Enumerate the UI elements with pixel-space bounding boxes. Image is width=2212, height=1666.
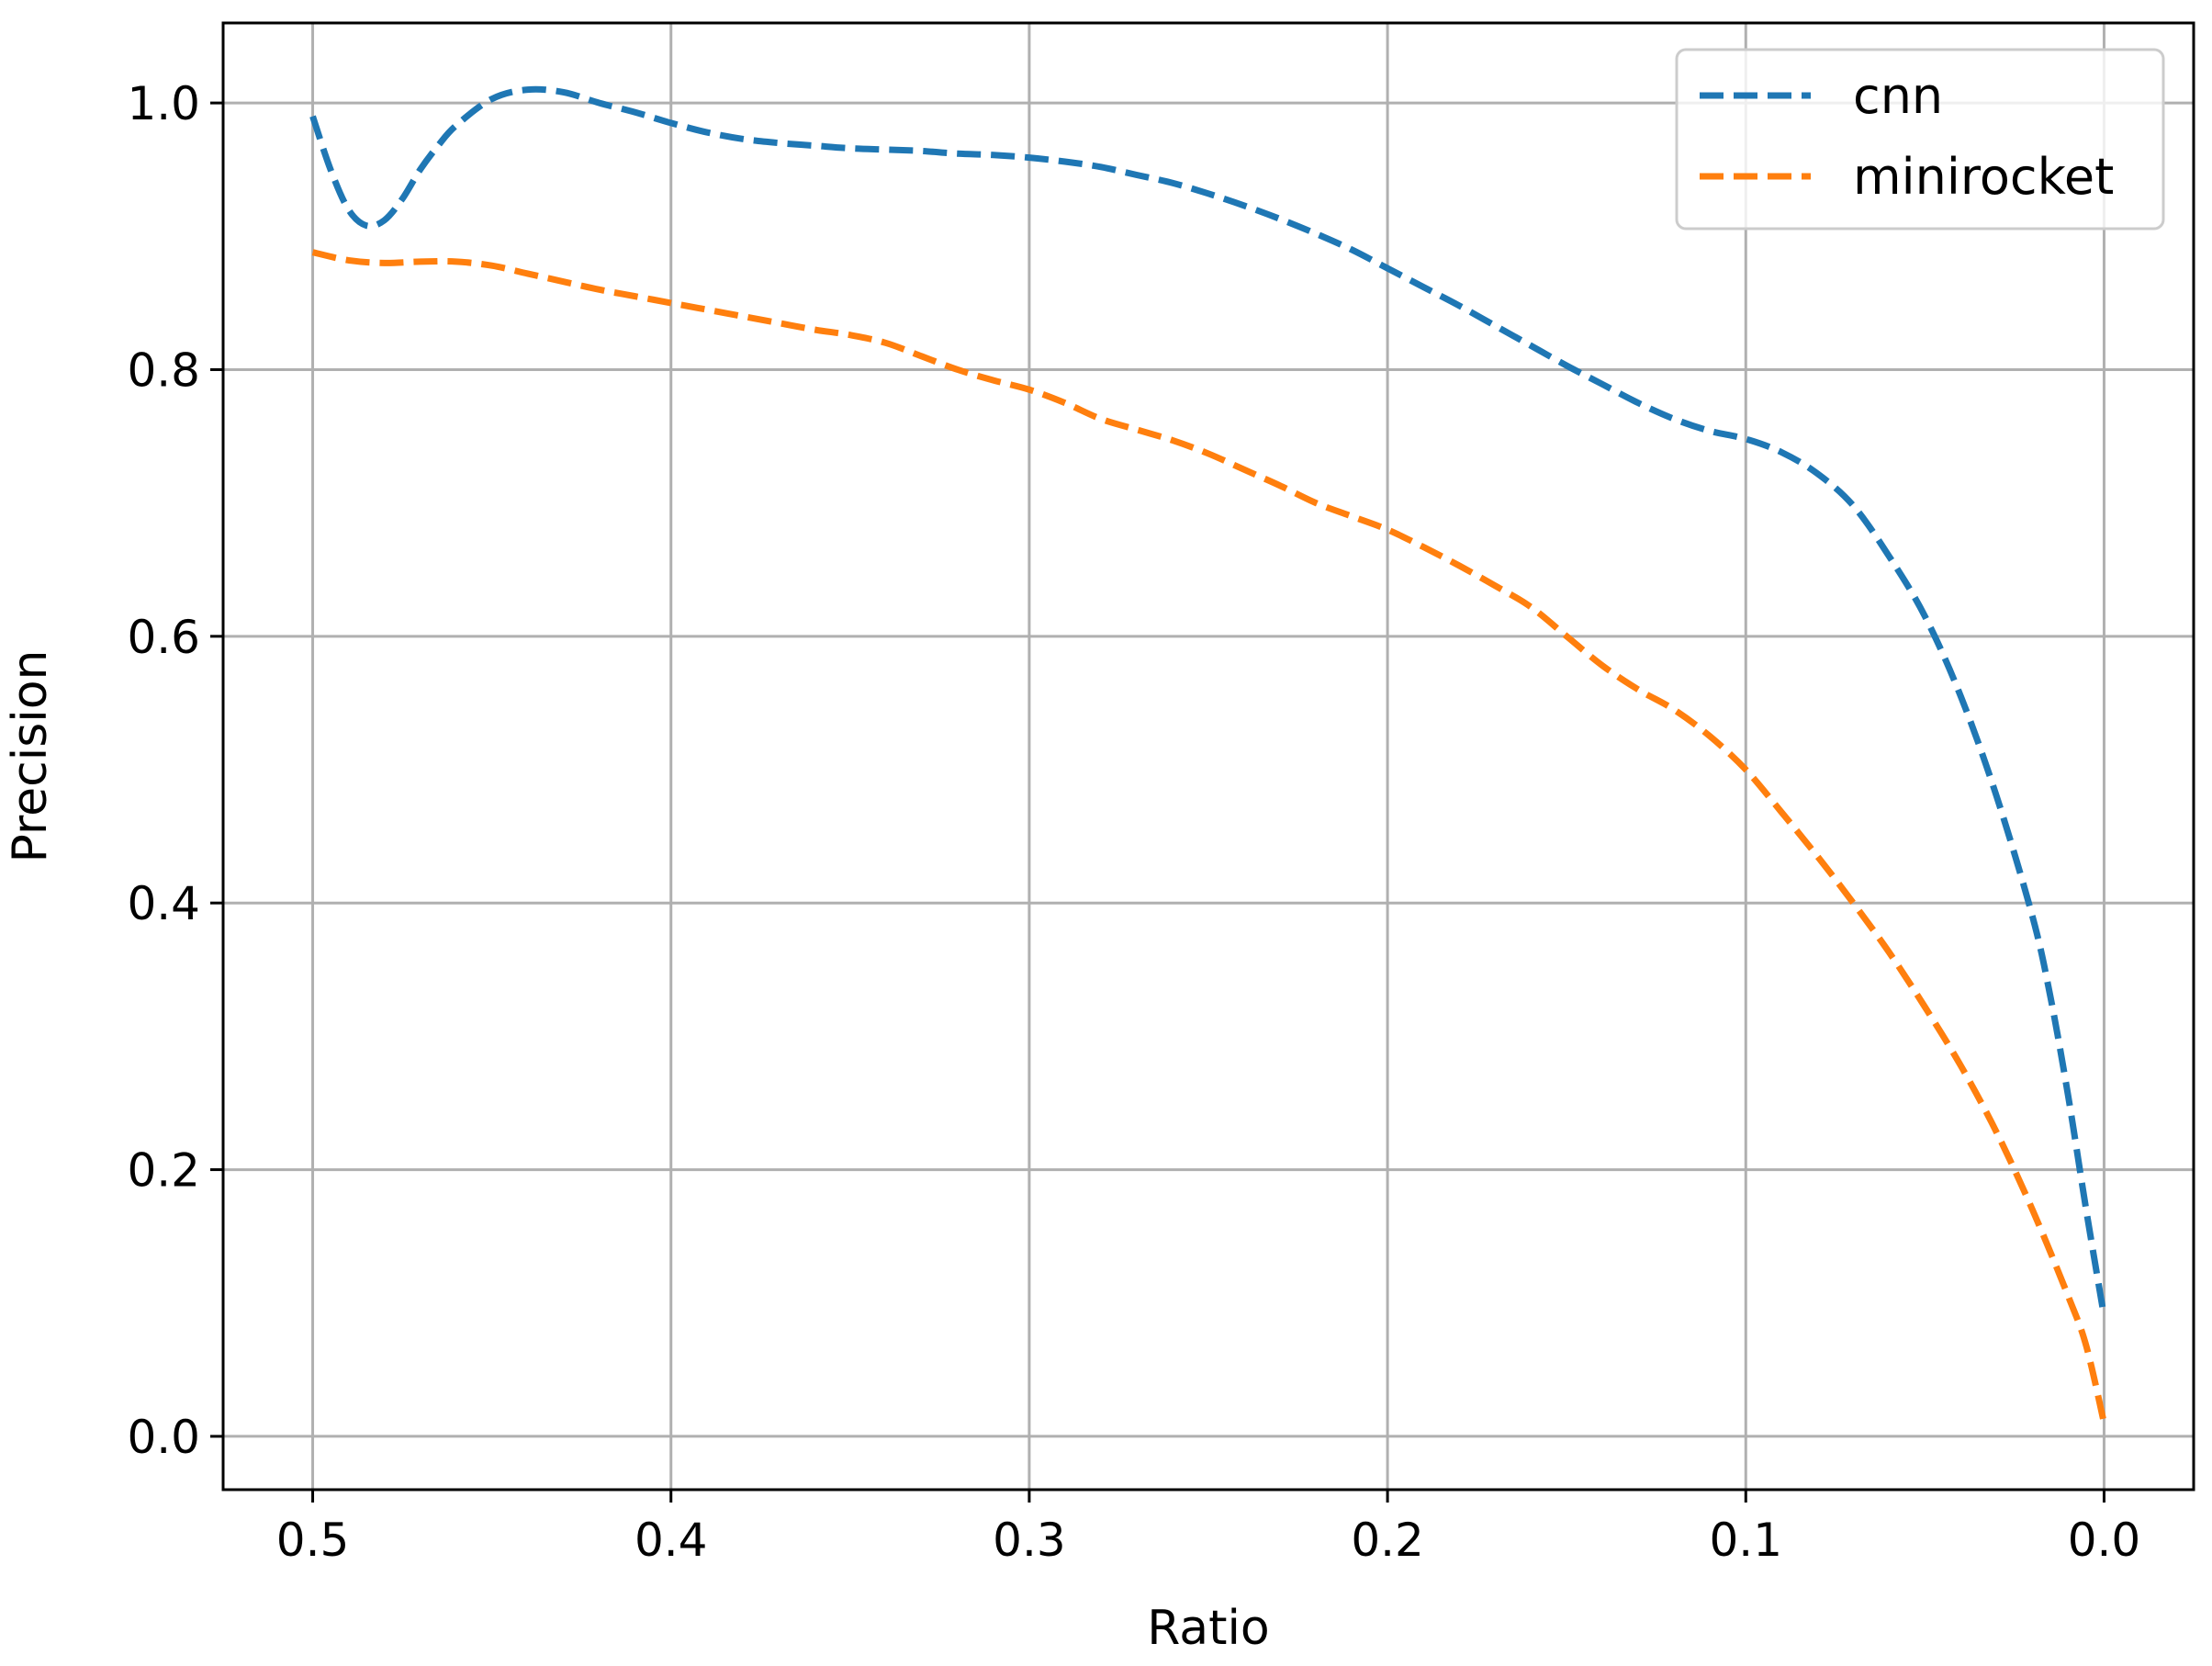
y-tick-label: 0.2: [127, 1144, 200, 1198]
series-line-minirocket: [311, 249, 2107, 1424]
series-line-cnn: [309, 85, 2107, 1317]
y-tick-label: 0.0: [127, 1411, 200, 1464]
legend-label-cnn: cnn: [1853, 67, 1943, 125]
x-tick-label: 0.4: [634, 1514, 708, 1567]
y-tick-label: 0.6: [127, 611, 200, 664]
legend-box: [1675, 48, 2165, 231]
grid: [223, 23, 2194, 1490]
x-tick-label: 0.3: [993, 1514, 1066, 1567]
legend-label-minirocket: minirocket: [1853, 148, 2114, 206]
y-tick-label: 1.0: [127, 77, 200, 130]
y-tick-label: 0.8: [127, 343, 200, 397]
x-tick-label: 0.5: [276, 1514, 350, 1567]
y-tick-label: 0.4: [127, 877, 200, 930]
legend: cnn minirocket: [1675, 48, 2165, 231]
x-axis-ticks: 0.5 0.4 0.3 0.2 0.1 0.0: [276, 1490, 2140, 1567]
axes-frame: [221, 21, 2195, 1492]
y-axis-label: Precision: [3, 649, 58, 862]
x-tick-label: 0.2: [1351, 1514, 1424, 1567]
x-tick-label: 0.1: [1710, 1514, 1783, 1567]
series-layer: [309, 85, 2107, 1424]
y-axis-ticks: 0.0 0.2 0.4 0.6 0.8 1.0: [127, 77, 223, 1464]
x-axis-label: Ratio: [1147, 1601, 1270, 1656]
x-tick-label: 0.0: [2068, 1514, 2141, 1567]
